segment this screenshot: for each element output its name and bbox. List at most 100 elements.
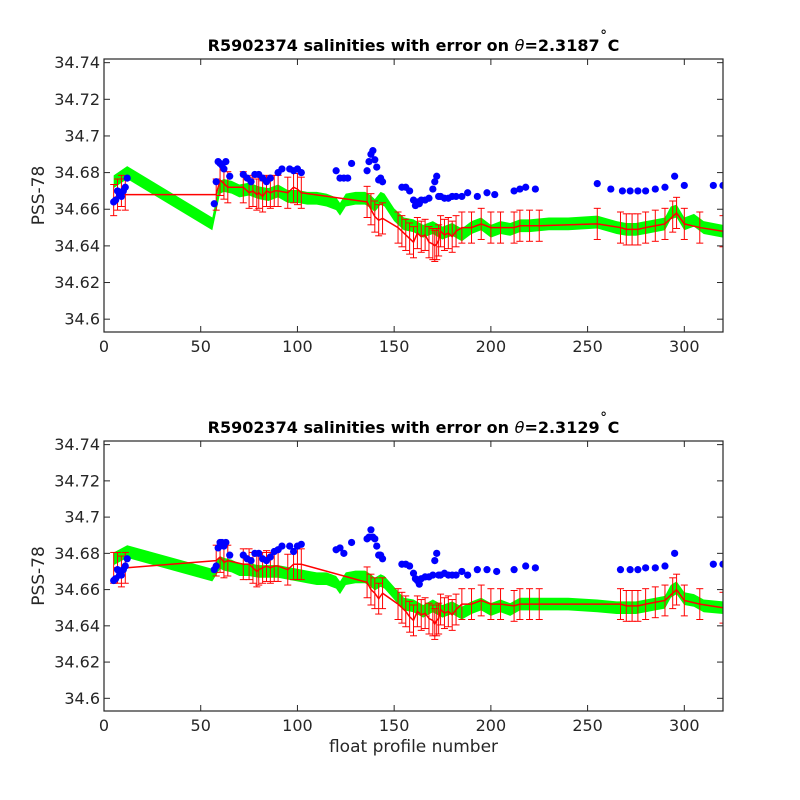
error-bar — [425, 226, 433, 259]
error-bar — [398, 215, 406, 248]
salinity-point — [634, 566, 642, 574]
error-bar — [616, 588, 624, 620]
salinity-point — [121, 562, 129, 570]
salinity-point — [123, 555, 131, 563]
salinity-point — [266, 553, 274, 561]
salinity-point — [671, 549, 679, 557]
salinity-point — [626, 187, 634, 195]
error-bar — [526, 588, 534, 620]
error-bar — [371, 577, 379, 610]
error-bar — [634, 213, 642, 246]
salinity-point — [719, 560, 723, 568]
error-bar — [593, 207, 601, 240]
error-bar — [516, 209, 524, 242]
error-bar — [458, 588, 466, 620]
salinity-point — [531, 185, 539, 193]
salinity-point — [371, 535, 379, 543]
error-bar — [535, 209, 543, 242]
salinity-point — [433, 172, 441, 180]
y-tick-label: 34.74 — [54, 53, 100, 72]
salinity-point — [671, 172, 679, 180]
salinity-point — [332, 167, 340, 175]
error-bar — [468, 211, 476, 244]
error-bar — [410, 226, 417, 259]
y-tick-label: 34.6 — [64, 310, 100, 329]
error-bar — [394, 211, 402, 244]
salinity-point — [278, 165, 286, 173]
error-bar — [651, 586, 659, 619]
salinity-point — [651, 185, 659, 193]
error-bar — [440, 597, 448, 630]
salinity-point — [452, 192, 460, 201]
error-bar — [437, 215, 445, 248]
x-tick-label: 250 — [572, 716, 603, 735]
salinity-point — [493, 567, 501, 576]
error-bar — [719, 591, 723, 624]
error-bar — [398, 591, 406, 624]
error-bar — [651, 209, 659, 242]
salinity-point — [378, 555, 387, 563]
salinity-point — [112, 196, 120, 204]
salinity-point — [406, 187, 414, 195]
y-tick-label: 34.74 — [54, 435, 100, 454]
error-bar — [673, 196, 681, 229]
mapped-salinity-band — [113, 545, 723, 620]
salinity-point — [709, 181, 717, 190]
error-bar — [379, 577, 387, 610]
salinity-point — [222, 158, 230, 166]
salinity-point — [210, 200, 218, 208]
salinity-point — [247, 178, 255, 186]
salinity-point — [348, 159, 356, 168]
salinity-point — [642, 187, 650, 195]
error-bar — [363, 185, 371, 218]
x-tick-label: 50 — [191, 716, 211, 735]
error-bar — [680, 584, 688, 617]
error-bar — [487, 211, 495, 244]
error-bar — [696, 211, 704, 244]
salinity-point — [117, 192, 126, 201]
error-bar — [406, 222, 414, 255]
error-bar — [497, 211, 505, 244]
salinity-point — [425, 194, 433, 202]
salinity-point — [661, 562, 669, 570]
error-bar — [245, 548, 253, 581]
error-bar — [497, 588, 505, 620]
chart-panel-top: 0 50 100 150 200 250 300 34.6 34.62 34.64 34.66 34.… — [29, 29, 724, 356]
error-bar — [477, 207, 485, 240]
error-bar — [452, 593, 460, 626]
error-bar — [425, 602, 433, 635]
error-bar — [673, 573, 681, 606]
salinity-point — [651, 564, 659, 572]
y-tick-label: 34.7 — [64, 126, 100, 145]
error-bar — [477, 584, 485, 617]
error-bar — [444, 595, 452, 628]
error-bar — [444, 216, 452, 250]
salinity-point — [431, 178, 439, 186]
error-bar — [284, 553, 292, 586]
error-bar — [413, 595, 421, 628]
axes-box — [103, 440, 724, 712]
y-tick-label: 34.66 — [54, 200, 100, 219]
error-bar — [452, 215, 460, 248]
error-bar — [661, 207, 669, 240]
salinity-point — [289, 547, 298, 556]
y-tick-label: 34.72 — [54, 471, 100, 490]
error-bar — [661, 584, 669, 617]
error-bar — [262, 550, 270, 582]
salinity-point — [433, 549, 441, 557]
salinity-point — [661, 183, 669, 191]
y-axis-label: PSS-78 — [29, 546, 49, 606]
error-bar — [642, 588, 650, 620]
salinity-point — [378, 178, 387, 186]
salinity-point — [607, 185, 615, 193]
error-bar — [510, 211, 518, 244]
salinity-point — [522, 562, 530, 570]
error-bar — [413, 216, 421, 250]
x-tick-label: 300 — [669, 716, 700, 735]
error-bar — [421, 597, 429, 630]
salinity-point — [464, 189, 472, 197]
salinity-point — [483, 189, 491, 197]
salinity-point — [452, 571, 460, 579]
error-bar — [417, 220, 425, 253]
salinity-point — [431, 556, 439, 565]
